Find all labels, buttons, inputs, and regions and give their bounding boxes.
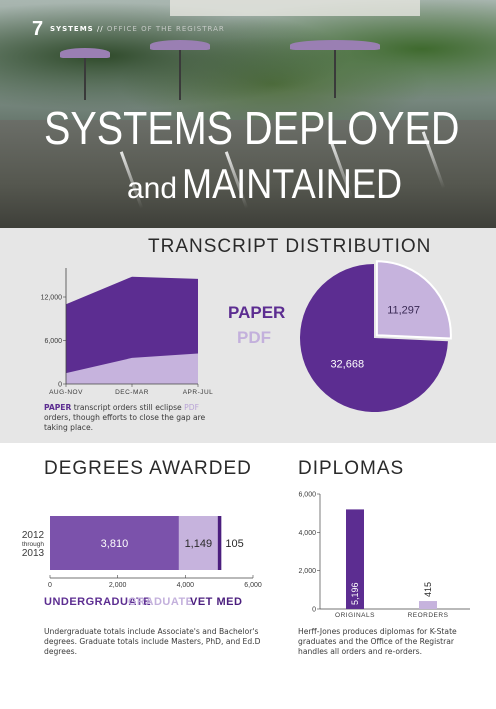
diplomas-caption: Herff-Jones produces diplomas for K-Stat… <box>298 627 457 656</box>
umbrella-pole <box>334 50 336 98</box>
year-top: 2012 <box>21 530 45 541</box>
diplomas-y-tick-label: 2,000 <box>298 568 316 575</box>
transcript-caption: PAPER transcript orders still eclipse PD… <box>44 403 224 433</box>
degrees-bar-undergraduate <box>50 516 179 570</box>
degrees-bar-label: 105 <box>225 538 243 550</box>
area-pdf <box>66 353 198 384</box>
degrees-bar-label: 1,149 <box>185 538 213 550</box>
degrees-x-tick-label: 4,000 <box>177 582 195 589</box>
caption-text1: transcript orders still eclipse <box>71 403 185 412</box>
caption-text2: orders, though efforts to close the gap … <box>44 413 206 432</box>
degrees-title: DEGREES AWARDED <box>44 458 252 479</box>
breadcrumb-separator: // <box>96 25 104 33</box>
area-y-tick-label: 6,000 <box>44 338 62 345</box>
diplomas-title: DIPLOMAS <box>298 458 405 479</box>
hero-title-line2: and MAINTAINED <box>127 163 438 205</box>
umbrella <box>290 40 380 50</box>
hero-title-and: and <box>127 172 178 205</box>
pie-label-paper: 32,668 <box>330 359 364 371</box>
diplomas-bar-label: 415 <box>423 582 433 597</box>
hero-pergola <box>170 0 420 16</box>
diplomas-y-tick-label: 0 <box>312 607 316 614</box>
degrees-caption: Undergraduate totals include Associate's… <box>44 627 261 656</box>
area-x-tick-label: AUG-NOV <box>49 389 83 396</box>
area-x-tick-label: DEC-MAR <box>115 389 149 396</box>
degrees-bar-graduate <box>178 516 218 570</box>
legend-pdf: PDF <box>237 328 271 347</box>
breadcrumb: SYSTEMS // OFFICE OF THE REGISTRAR <box>50 25 225 33</box>
pie-slice-pdf <box>375 260 452 340</box>
diplomas-bar-originals <box>346 509 364 609</box>
pie-label-pdf: 11,297 <box>387 305 420 317</box>
fountain-wall <box>0 120 496 228</box>
degrees-x-tick-label: 0 <box>48 582 52 589</box>
degrees-x-tick-label: 6,000 <box>244 582 262 589</box>
umbrella <box>60 48 110 58</box>
diplomas-bar-reorders <box>419 601 437 609</box>
diplomas-x-tick-label: ORIGINALS <box>335 612 375 619</box>
degrees-x-tick-label: 2,000 <box>109 582 127 589</box>
diplomas-y-tick-label: 4,000 <box>298 530 316 537</box>
legend-vet-med: VET MED <box>190 596 243 608</box>
hero-title-line1: SYSTEMS DEPLOYED <box>44 102 460 154</box>
legend-graduate: GRADUATE <box>128 596 194 608</box>
legend-paper: PAPER <box>228 303 286 322</box>
breadcrumb-section: SYSTEMS <box>50 25 94 33</box>
caption-pdf: PDF <box>184 403 199 412</box>
transcript-title: TRANSCRIPT DISTRIBUTION <box>148 236 432 257</box>
hero-trees <box>0 0 496 140</box>
breadcrumb-subtitle: OFFICE OF THE REGISTRAR <box>106 25 225 33</box>
hero-title-maintained: MAINTAINED <box>182 160 403 207</box>
year-mid: through <box>21 541 45 548</box>
pie-slice-paper <box>300 264 448 412</box>
area-x-tick-label: APR-JUL <box>183 389 214 396</box>
degrees-bar-label: 3,810 <box>101 538 129 550</box>
caption-paper: PAPER <box>44 403 72 412</box>
page-number: 7 <box>32 18 44 40</box>
legend-undergraduate: UNDERGRADUATE <box>44 596 152 608</box>
umbrella <box>150 40 210 50</box>
diplomas-x-tick-label: REORDERS <box>408 612 449 619</box>
diplomas-bar-label: 5,196 <box>350 582 360 605</box>
area-y-tick-label: 12,000 <box>41 295 63 302</box>
diplomas-y-tick-label: 6,000 <box>298 492 316 499</box>
year-label: 2012 through 2013 <box>18 530 48 559</box>
umbrella-pole <box>84 58 86 100</box>
year-bottom: 2013 <box>21 548 45 559</box>
hero-photo: 7 SYSTEMS // OFFICE OF THE REGISTRAR SYS… <box>0 0 496 228</box>
area-y-tick-label: 0 <box>58 382 62 389</box>
degrees-bar-vet-med <box>217 516 222 570</box>
umbrella-pole <box>179 50 181 100</box>
